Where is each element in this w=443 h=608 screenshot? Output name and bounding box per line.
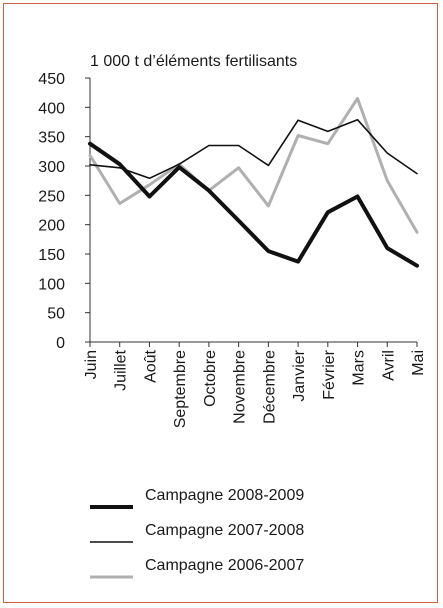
axes xyxy=(89,78,417,343)
x-category-label: Octobre xyxy=(202,350,219,407)
x-category-label: Janvier xyxy=(291,349,308,401)
x-category-label: Décembre xyxy=(261,350,278,424)
y-tick-label: 50 xyxy=(47,306,65,323)
legend-label: Campagne 2006-2007 xyxy=(145,557,304,574)
y-tick-label: 200 xyxy=(38,218,65,235)
y-tick-label: 250 xyxy=(38,188,65,205)
y-tick-label: 450 xyxy=(38,71,65,88)
y-axis-ticks: 0 50 100 150 200 250 300 350 400 450 xyxy=(38,71,90,352)
x-category-label: Novembre xyxy=(232,350,249,424)
y-tick-label: 0 xyxy=(56,335,65,352)
x-category-label: Septembre xyxy=(172,350,189,428)
x-category-label: Juillet xyxy=(113,349,130,390)
y-tick-label: 150 xyxy=(38,247,65,264)
y-tick-label: 300 xyxy=(38,159,65,176)
x-category-label: Février xyxy=(321,349,338,399)
legend: Campagne 2008-2009 Campagne 2007-2008 Camp… xyxy=(90,487,304,579)
x-category-label: Avril xyxy=(380,350,397,381)
x-category-label: Mai xyxy=(410,350,427,376)
unit-label: 1 000 t d’éléments fertilisants xyxy=(90,53,297,70)
x-axis-ticks: Juin Juillet Août Septembre Octobre Novembre D… xyxy=(83,342,427,428)
y-tick-label: 100 xyxy=(38,276,65,293)
series-line-campagne-2006-2007 xyxy=(88,97,419,234)
legend-label: Campagne 2008-2009 xyxy=(145,487,304,504)
y-tick-label: 350 xyxy=(38,130,65,147)
x-category-label: Mars xyxy=(351,350,368,386)
series-line-campagne-2008-2009 xyxy=(88,141,419,268)
series-lines xyxy=(88,97,419,268)
series-line-campagne-2007-2008 xyxy=(89,118,418,180)
y-tick-label: 400 xyxy=(38,100,65,117)
x-category-label: Juin xyxy=(83,350,100,379)
x-category-label: Août xyxy=(142,349,159,382)
legend-label: Campagne 2007-2008 xyxy=(145,522,304,539)
chart-frame xyxy=(3,3,438,603)
